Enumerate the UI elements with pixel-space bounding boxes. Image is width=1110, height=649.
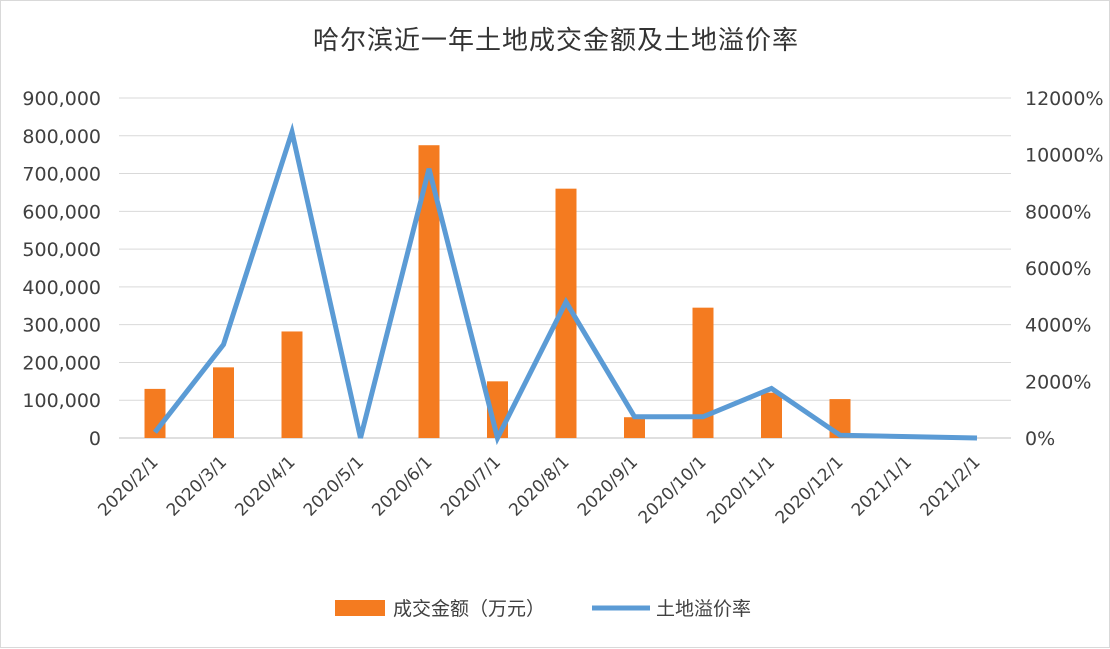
x-tick-label: 2020/4/1 [231,452,299,520]
left-y-tick-label: 800,000 [22,126,101,148]
bar [282,331,303,438]
left-y-tick-label: 700,000 [22,164,101,186]
left-y-axis: 0 100,000 200,000 300,000 400,000 500,000 600,… [22,88,101,450]
bar-series [145,145,851,438]
bar [761,393,782,438]
right-y-tick-label: 12000% [1025,88,1104,110]
legend-bar-label: 成交金额（万元） [393,598,545,620]
right-y-tick-label: 4000% [1025,315,1091,337]
chart-title: 哈尔滨近一年土地成交金额及土地溢价率 [313,26,799,56]
left-y-tick-label: 500,000 [22,239,101,261]
x-tick-label: 2020/11/1 [703,452,779,528]
x-tick-label: 2020/6/1 [368,452,436,520]
legend-bar-swatch [335,600,385,616]
right-y-tick-label: 10000% [1025,145,1104,167]
x-tick-label: 2021/1/1 [848,452,916,520]
x-tick-label: 2020/7/1 [437,452,505,520]
right-y-axis: 0% 2000% 4000% 6000% 8000% 10000% 12000% [1025,88,1104,450]
bar [624,417,645,438]
x-tick-label: 2020/9/1 [574,452,642,520]
x-tick-label: 2020/2/1 [94,452,162,520]
x-tick-label: 2020/8/1 [505,452,573,520]
right-y-tick-label: 6000% [1025,258,1091,280]
left-y-tick-label: 100,000 [22,390,101,412]
x-tick-label: 2020/12/1 [772,452,848,528]
legend-line-label: 土地溢价率 [656,598,751,620]
bar [213,367,234,438]
left-y-tick-label: 900,000 [22,88,101,110]
left-y-tick-label: 200,000 [22,352,101,374]
right-y-tick-label: 8000% [1025,201,1091,223]
x-tick-label: 2020/10/1 [635,452,711,528]
legend: 成交金额（万元） 土地溢价率 [335,598,751,620]
right-y-tick-label: 0% [1025,428,1055,450]
x-tick-label: 2020/3/1 [163,452,231,520]
left-y-tick-label: 0 [89,428,101,450]
x-tick-label: 2021/2/1 [916,452,984,520]
left-y-tick-label: 300,000 [22,315,101,337]
right-y-tick-label: 2000% [1025,371,1091,393]
left-y-tick-label: 600,000 [22,201,101,223]
left-y-tick-label: 400,000 [22,277,101,299]
x-tick-label: 2020/5/1 [300,452,368,520]
